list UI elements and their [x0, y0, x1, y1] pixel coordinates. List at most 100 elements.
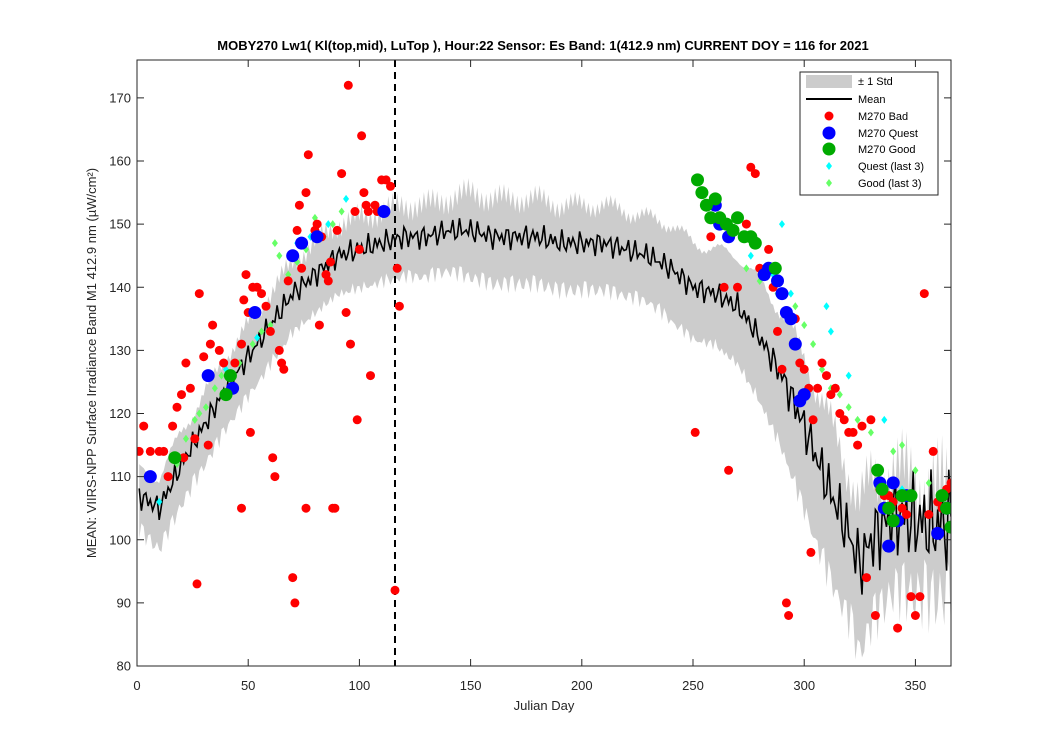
marker-good — [731, 211, 744, 225]
marker-bad — [341, 308, 351, 317]
marker-quest — [886, 476, 900, 490]
marker-bad — [928, 446, 938, 456]
marker-quest-last3 — [881, 415, 888, 424]
x-tick-label: 100 — [349, 678, 371, 693]
x-tick-label: 50 — [241, 678, 255, 693]
marker-bad — [902, 510, 911, 519]
marker-bad — [839, 415, 849, 425]
chart-title: MOBY270 Lw1( Kl(top,mid), LuTop ), Hour:… — [217, 38, 868, 53]
marker-quest-last3 — [747, 251, 754, 260]
marker-good — [882, 501, 896, 515]
marker-bad — [808, 415, 818, 425]
marker-good-last3 — [258, 327, 265, 336]
marker-good — [726, 223, 740, 237]
x-tick-label: 300 — [793, 678, 815, 693]
marker-bad — [326, 257, 335, 267]
x-axis-label: Julian Day — [514, 698, 575, 713]
marker-good-last3 — [182, 434, 189, 443]
marker-bad — [203, 440, 213, 450]
marker-bad — [724, 465, 734, 475]
y-ticks: 80 90 100 110 120 130 140 150 160 170 — [109, 90, 951, 674]
legend-swatch-quest-last3 — [826, 162, 832, 170]
marker-quest — [882, 539, 896, 553]
marker-bad — [386, 181, 395, 191]
marker-quest-last3 — [325, 220, 332, 229]
y-tick-label: 90 — [117, 595, 131, 610]
x-tick-label: 200 — [571, 678, 593, 693]
marker-bad — [290, 598, 300, 608]
marker-quest — [295, 236, 309, 250]
marker-quest-last3 — [778, 220, 785, 229]
marker-bad — [332, 225, 342, 235]
marker-good — [748, 236, 762, 250]
marker-bad — [390, 585, 400, 595]
marker-good — [768, 261, 782, 275]
marker-bad — [137, 446, 144, 456]
marker-good-last3 — [271, 239, 278, 248]
marker-quest-last3 — [254, 333, 261, 342]
marker-bad — [323, 276, 333, 286]
marker-bad — [826, 390, 836, 400]
marker-bad — [145, 446, 155, 456]
y-tick-label: 110 — [110, 469, 131, 484]
marker-bad — [848, 427, 858, 437]
marker-bad — [252, 282, 262, 292]
marker-bad — [274, 345, 284, 355]
marker-bad — [866, 415, 876, 425]
marker-good-last3 — [218, 371, 225, 380]
marker-bad — [817, 358, 827, 368]
marker-bad — [301, 503, 311, 513]
marker-good-last3 — [329, 220, 336, 229]
marker-good-last3 — [211, 384, 218, 393]
marker-good-last3 — [867, 428, 874, 437]
marker-good — [223, 369, 237, 383]
x-tick-label: 250 — [682, 678, 704, 693]
marker-good-last3 — [792, 302, 799, 311]
marker-good-last3 — [810, 340, 817, 349]
marker-bad — [835, 409, 845, 418]
marker-bad — [733, 282, 742, 292]
marker-bad — [179, 453, 189, 463]
marker-bad — [292, 225, 302, 235]
marker-bad — [830, 383, 840, 393]
marker-bad — [946, 478, 951, 488]
marker-bad — [219, 358, 229, 368]
legend-label-good: M270 Good — [858, 144, 915, 156]
marker-bad — [297, 263, 307, 273]
marker-good — [935, 489, 949, 503]
marker-bad — [279, 364, 289, 374]
marker-bad — [214, 345, 224, 355]
x-tick-label: 150 — [460, 678, 482, 693]
marker-quest-last3 — [343, 194, 350, 203]
marker-bad — [750, 169, 760, 179]
marker-bad — [199, 352, 209, 362]
marker-bad — [190, 434, 200, 444]
marker-quest — [377, 205, 391, 218]
marker-quest — [788, 337, 802, 351]
mean-line — [138, 218, 951, 595]
marker-good-last3 — [836, 390, 843, 399]
legend-swatch-std — [806, 75, 852, 88]
marker-bad — [897, 503, 907, 513]
marker-bad — [301, 188, 311, 198]
marker-good-last3 — [249, 340, 256, 349]
legend-label-good-last3: Good (last 3) — [858, 178, 922, 190]
legend-label-mean: Mean — [858, 94, 886, 106]
marker-good — [691, 173, 704, 187]
marker-bad — [268, 453, 278, 463]
marker-good — [904, 489, 918, 503]
marker-bad — [330, 503, 340, 513]
marker-bad — [764, 244, 774, 254]
marker-bad — [741, 219, 751, 229]
axes-box — [136, 59, 952, 667]
marker-quest — [143, 470, 157, 484]
marker-bad — [177, 390, 186, 400]
marker-bad — [139, 421, 149, 431]
marker-good-last3 — [276, 251, 283, 260]
marker-good — [940, 501, 951, 515]
y-tick-label: 140 — [109, 280, 131, 295]
marker-bad — [172, 402, 182, 412]
marker-bad — [245, 427, 255, 437]
y-tick-label: 170 — [109, 90, 131, 105]
marker-quest — [201, 369, 215, 383]
